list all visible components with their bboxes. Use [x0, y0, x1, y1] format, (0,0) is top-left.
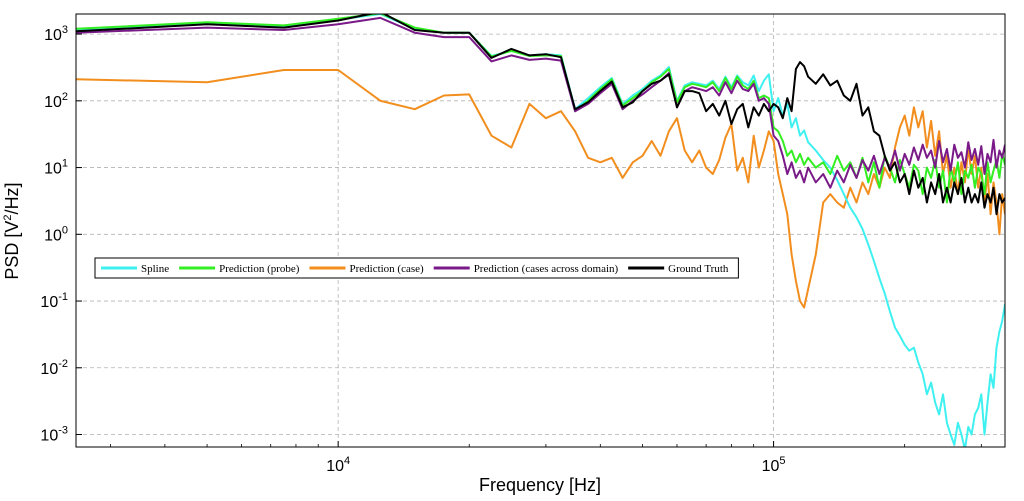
- x-tick-label-1: 105: [762, 455, 786, 475]
- x-axis-title: Frequency [Hz]: [479, 475, 601, 495]
- series-line-prediction-cases-across-domain: [76, 16, 1005, 189]
- y-tick-base-1: 10: [44, 94, 62, 111]
- y-tick-label-0: 103: [44, 24, 68, 44]
- y-axis-title-prefix: PSD [V: [2, 221, 22, 280]
- x-tick-base-1: 10: [762, 458, 780, 475]
- series-line-spline: [76, 14, 1005, 447]
- y-tick-base-3: 10: [44, 227, 62, 244]
- y-tick-exp-1: 2: [62, 91, 68, 103]
- y-tick-base-5: 10: [40, 361, 58, 378]
- y-tick-label-2: 101: [44, 158, 68, 178]
- y-tick-label-1: 102: [44, 91, 68, 111]
- y-tick-base-6: 10: [40, 428, 58, 445]
- y-tick-label-4: 10-1: [40, 291, 68, 311]
- legend: Spline Prediction (probe) Prediction (case…: [94, 257, 739, 279]
- x-tick-exp-0: 4: [344, 455, 350, 467]
- x-tick-exp-1: 5: [779, 455, 785, 467]
- y-tick-exp-2: 1: [62, 158, 68, 170]
- y-tick-base-4: 10: [40, 294, 58, 311]
- series-line-prediction-probe: [76, 14, 1005, 204]
- grid-lines: [76, 14, 1005, 447]
- y-tick-base-0: 10: [44, 27, 62, 44]
- legend-box: [94, 257, 739, 279]
- y-tick-label-5: 10-2: [40, 358, 68, 378]
- y-tick-base-2: 10: [44, 161, 62, 178]
- legend-label-3: Prediction (cases across domain): [474, 263, 619, 275]
- x-tick-label-0: 104: [326, 455, 350, 475]
- y-tick-exp-4: -1: [58, 291, 68, 303]
- y-tick-label-6: 10-3: [40, 425, 68, 445]
- series-line-ground-truth: [76, 14, 1005, 216]
- x-tick-base-0: 10: [326, 458, 344, 475]
- legend-label-1: Prediction (probe): [219, 263, 300, 275]
- series-lines: [76, 14, 1005, 447]
- y-tick-label-3: 100: [44, 224, 68, 244]
- y-tick-exp-0: 3: [62, 24, 68, 36]
- y-axis-title: PSD [V2/Hz]: [2, 182, 22, 279]
- y-axis-title-suffix: /Hz]: [2, 182, 22, 214]
- y-tick-exp-5: -2: [58, 358, 68, 370]
- plot-frame: [75, 13, 1006, 448]
- y-tick-exp-3: 0: [62, 224, 68, 236]
- legend-label-2: Prediction (case): [349, 263, 424, 275]
- legend-label-4: Ground Truth: [668, 263, 729, 275]
- y-axis-title-sup: 2: [2, 214, 14, 220]
- legend-label-0: Spline: [141, 263, 169, 275]
- y-tick-exp-6: -3: [58, 425, 68, 437]
